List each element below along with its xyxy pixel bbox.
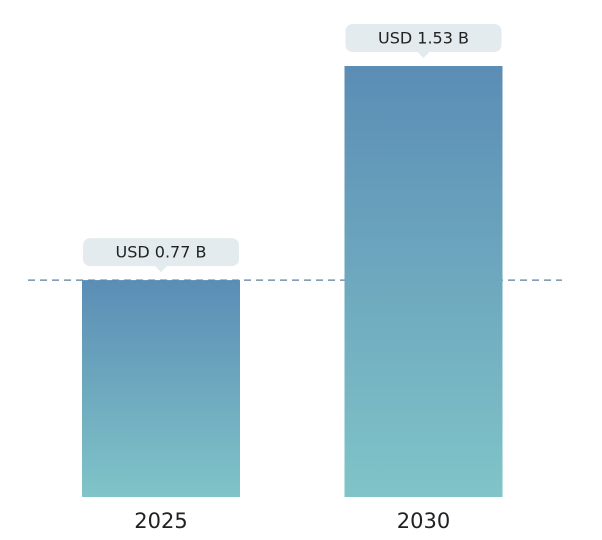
- value-label-pointer: [417, 52, 430, 58]
- value-label-pointer: [155, 266, 167, 273]
- x-tick-label: 2025: [134, 509, 187, 533]
- x-tick-label: 2030: [397, 509, 450, 533]
- value-label-box: [83, 238, 239, 267]
- bar: [344, 66, 503, 497]
- value-label-box: [345, 24, 502, 52]
- value-label: USD 1.53 B: [378, 29, 469, 48]
- value-label: USD 0.77 B: [116, 243, 207, 262]
- bar: [82, 280, 240, 497]
